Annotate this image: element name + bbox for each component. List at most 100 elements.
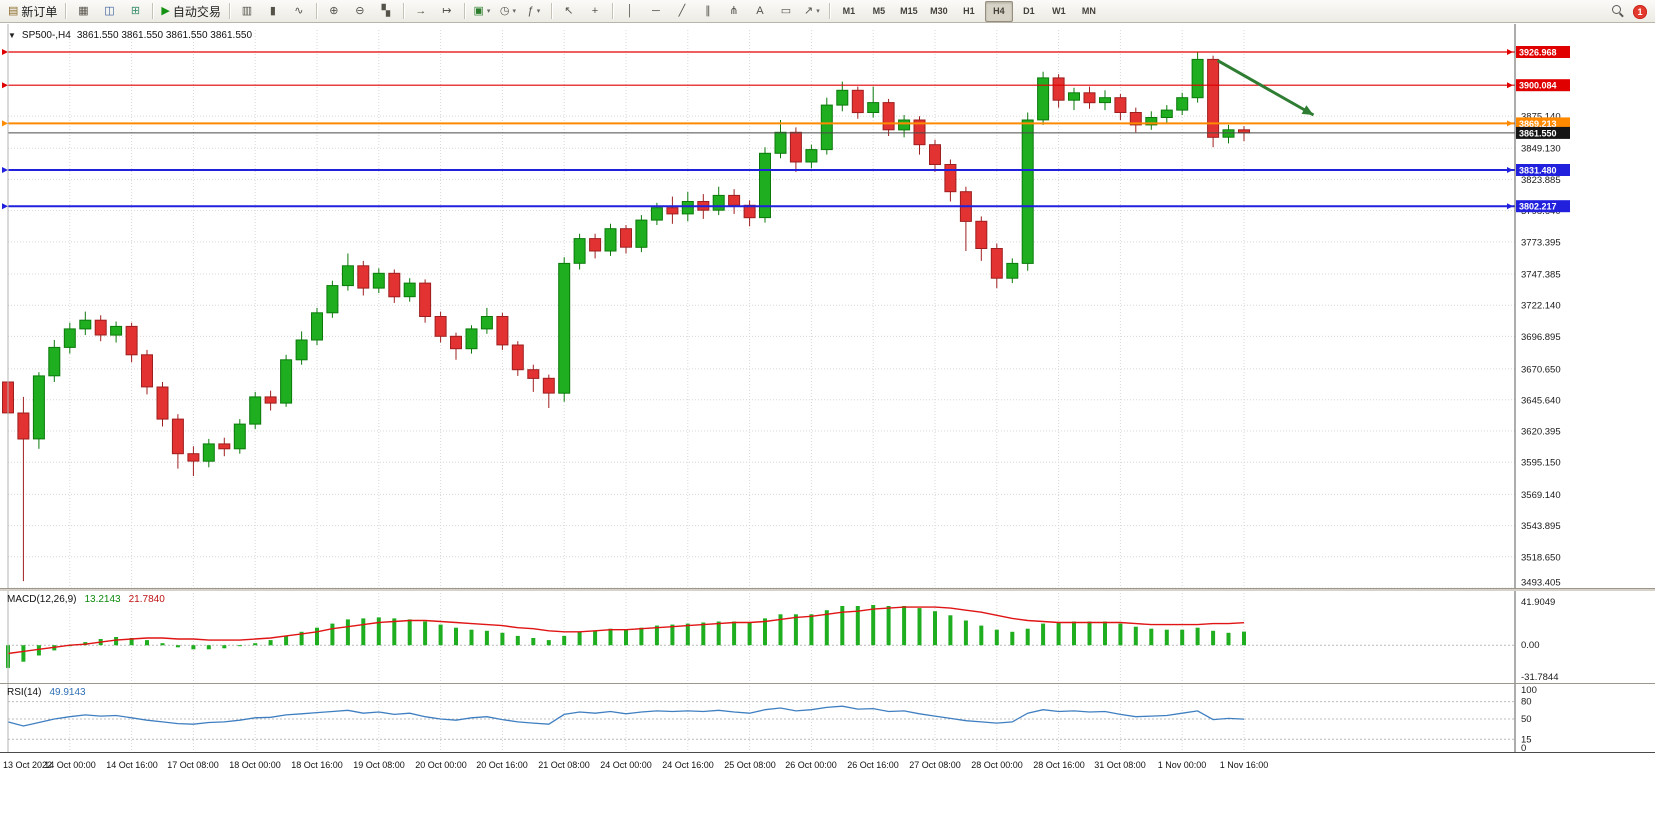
zoom-out-button[interactable]: ⊖ (347, 1, 373, 22)
toolbar-separator (65, 3, 67, 19)
time-label: 28 Oct 16:00 (1033, 760, 1085, 770)
svg-text:3518.650: 3518.650 (1521, 552, 1561, 563)
arrows-button[interactable]: ↗ ▾ (799, 1, 825, 22)
pitchfork-icon: ⋔ (729, 4, 739, 17)
price-chart[interactable]: 3875.1403849.1303823.8853798.6403773.395… (0, 24, 1655, 588)
svg-text:3620.395: 3620.395 (1521, 427, 1561, 438)
new-chart-icon: ▣ (473, 4, 484, 17)
timeframe-m30[interactable]: M30 (925, 1, 953, 22)
search-icon[interactable] (1612, 5, 1625, 18)
timeframe-m15[interactable]: M15 (895, 1, 923, 22)
time-label: 18 Oct 16:00 (291, 760, 343, 770)
andrews-pitchfork-button[interactable]: ⋔ (721, 1, 747, 22)
timeframe-h4[interactable]: H4 (984, 0, 1013, 22)
toolbar-separator (463, 3, 465, 19)
text-button[interactable]: A (747, 1, 773, 22)
chart-title: ▼ SP500-,H4 3861.550 3861.550 3861.550 3… (8, 30, 252, 41)
svg-text:100: 100 (1521, 685, 1537, 696)
rsi-value: 49.9143 (49, 687, 86, 698)
bar-chart-button[interactable]: ▥ (234, 1, 260, 22)
auto-scroll-button[interactable]: → (408, 1, 434, 22)
panel-splitter[interactable] (0, 683, 1655, 684)
rsi-title: RSI(14) (7, 687, 42, 698)
button-label: H1 (963, 6, 975, 16)
time-label: 31 Oct 08:00 (1094, 760, 1146, 770)
crosshair-button[interactable]: + (582, 1, 608, 22)
button-label: M1 (842, 6, 856, 16)
svg-text:3747.385: 3747.385 (1521, 270, 1561, 281)
svg-text:3595.150: 3595.150 (1521, 458, 1561, 469)
svg-text:0.00: 0.00 (1521, 640, 1540, 651)
shapes-button[interactable]: ▭ (773, 1, 799, 22)
timeframe-d1[interactable]: D1 (1015, 1, 1043, 22)
equidistant-channel-button[interactable]: ∥ (695, 1, 721, 22)
new-order-button[interactable]: ▤ 新订单 (4, 1, 61, 22)
button-label: D1 (1023, 6, 1035, 16)
vertical-line-button[interactable]: │ (617, 1, 643, 22)
autoscroll-icon: → (415, 4, 427, 17)
rsi-label: RSI(14) 49.9143 (7, 687, 86, 698)
horizontal-line-button[interactable]: ─ (643, 1, 669, 22)
line-chart-button[interactable]: ∿ (286, 1, 312, 22)
svg-text:15: 15 (1521, 734, 1532, 745)
shift-icon: ↦ (442, 4, 452, 17)
svg-text:3900.084: 3900.084 (1519, 81, 1557, 91)
button-label: 自动交易 (172, 4, 221, 19)
time-label: 28 Oct 00:00 (971, 760, 1023, 770)
svg-text:3543.895: 3543.895 (1521, 521, 1561, 532)
timeframe-mn[interactable]: MN (1075, 1, 1103, 22)
notification-badge[interactable]: 1 (1633, 4, 1647, 19)
clock-icon: ◷ (499, 4, 510, 17)
time-axis[interactable]: 13 Oct 2022 14 Oct 00:00 14 Oct 16:00 17 Oc… (0, 752, 1655, 823)
crosshair-icon: + (591, 4, 599, 17)
toolbar-separator (611, 3, 613, 19)
chart-shift-button[interactable]: ↦ (434, 1, 460, 22)
strategy-tester-button[interactable]: ⊞ (122, 1, 148, 22)
indicators-button[interactable]: ƒ ▾ (521, 1, 547, 22)
algo-trading-button[interactable]: ▶ 自动交易 (157, 1, 224, 22)
tile-icon: ▚ (381, 4, 391, 17)
market-depth-button[interactable]: ▦ (70, 1, 96, 22)
new-chart-button[interactable]: ▣ ▾ (469, 1, 495, 22)
time-label: 21 Oct 08:00 (538, 760, 590, 770)
toolbar-separator (402, 3, 404, 19)
chart-ohlc: 3861.550 3861.550 3861.550 3861.550 (76, 30, 253, 41)
svg-text:3645.640: 3645.640 (1521, 395, 1561, 406)
timeframe-w1[interactable]: W1 (1045, 1, 1073, 22)
hline-icon: ─ (652, 4, 660, 17)
cursor-button[interactable]: ↖ (556, 1, 582, 22)
period-button[interactable]: ◷ ▾ (495, 1, 521, 22)
panel-splitter[interactable] (0, 588, 1655, 591)
svg-text:3569.140: 3569.140 (1521, 490, 1561, 501)
new-order-icon: ▤ (8, 4, 19, 17)
timeframe-m1[interactable]: M1 (835, 1, 863, 22)
macd-panel[interactable]: 41.9049 0.00 -31.7844 (0, 591, 1655, 683)
svg-text:3831.480: 3831.480 (1519, 166, 1557, 176)
dropdown-caret-icon: ▾ (536, 8, 541, 15)
tile-windows-button[interactable]: ▚ (373, 1, 399, 22)
timeframe-h1[interactable]: H1 (955, 1, 983, 22)
candle-chart-button[interactable]: ▮ (260, 1, 286, 22)
time-label: 14 Oct 00:00 (44, 760, 96, 770)
cursor-icon: ↖ (564, 4, 574, 17)
chart-dropdown-icon[interactable]: ▼ (8, 31, 16, 40)
dropdown-caret-icon: ▾ (512, 8, 516, 15)
data-window-button[interactable]: ◫ (96, 1, 122, 22)
window-icon: ◫ (104, 4, 115, 17)
button-label: W1 (1052, 6, 1066, 16)
time-label: 17 Oct 08:00 (167, 760, 219, 770)
bars-icon: ▥ (241, 4, 253, 17)
time-label: 19 Oct 08:00 (353, 760, 405, 770)
trendline-button[interactable]: ╱ (669, 1, 695, 22)
timeframe-m5[interactable]: M5 (865, 1, 893, 22)
vline-icon: │ (626, 4, 634, 17)
time-label: 20 Oct 16:00 (476, 760, 528, 770)
zoom-in-button[interactable]: ⊕ (321, 1, 347, 22)
button-label: M15 (900, 6, 918, 16)
line-icon: ∿ (294, 4, 304, 17)
button-label: M5 (872, 6, 886, 16)
channel-icon: ∥ (705, 4, 711, 17)
button-label: MN (1081, 6, 1096, 16)
